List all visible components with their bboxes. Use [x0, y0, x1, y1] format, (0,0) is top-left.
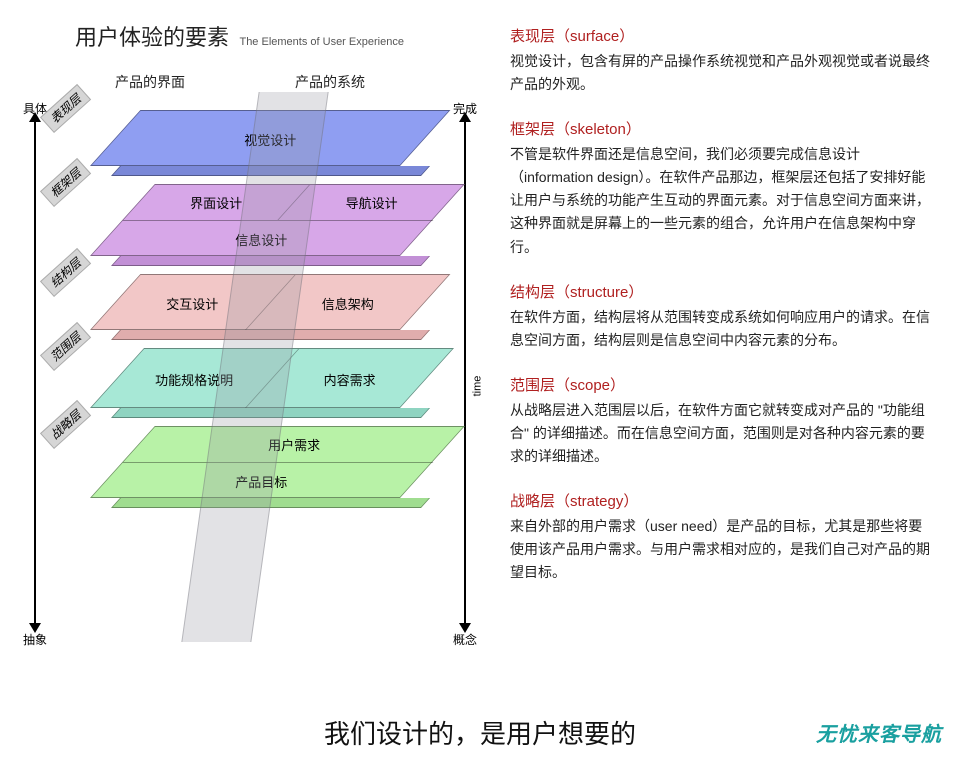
footer-brand: 无忧来客导航 — [816, 718, 942, 747]
layer: 框架层界面设计导航设计信息设计 — [60, 184, 440, 256]
cell-label: 视觉设计 — [115, 111, 425, 167]
layer: 结构层交互设计信息架构 — [60, 274, 440, 330]
section-body: 不管是软件界面还是信息空间，我们必须要完成信息设计（information de… — [510, 143, 935, 258]
layer-plane: 视觉设计 — [90, 110, 430, 166]
section-title: 框架层（skeleton） — [510, 118, 935, 139]
section: 框架层（skeleton） 不管是软件界面还是信息空间，我们必须要完成信息设计（i… — [510, 118, 935, 258]
cell-label: 界面设计 — [139, 185, 293, 220]
plane-cell: 视觉设计 — [90, 111, 450, 167]
plane-side — [111, 166, 430, 176]
layer: 战略层用户需求产品目标 — [60, 426, 440, 498]
plane-cell: 信息设计 — [90, 221, 432, 257]
section: 范围层（scope） 从战略层进入范围层以后，在软件方面它就转变成对产品的 "功能… — [510, 374, 935, 468]
layer: 范围层功能规格说明内容需求 — [60, 348, 440, 408]
axis-left-bottom: 抽象 — [20, 631, 50, 648]
axis-line — [464, 120, 466, 625]
axis-left: 具体 抽象 — [20, 100, 50, 630]
plane-side — [111, 256, 430, 266]
diagram-region: 具体 抽象 完成 概念 time 表现层视觉设计框架层界面设计导航设计信息设计结… — [20, 100, 480, 660]
layer-plane: 界面设计导航设计信息设计 — [90, 184, 430, 256]
plane-cell: 内容需求 — [245, 349, 454, 409]
title-row: 用户体验的要素 The Elements of User Experience — [75, 20, 480, 52]
plane-side — [111, 408, 430, 418]
plane-face: 交互设计信息架构 — [90, 274, 450, 330]
axis-right-bottom: 概念 — [450, 631, 480, 648]
cell-label: 信息设计 — [106, 221, 416, 257]
section-title: 范围层（scope） — [510, 374, 935, 395]
plane-face: 视觉设计 — [90, 110, 450, 166]
plane-cell: 产品目标 — [90, 463, 432, 499]
footer: 我们设计的，是用户想要的 无忧来客导航 — [0, 714, 960, 751]
plane-cell: 用户需求 — [123, 427, 465, 463]
plane-side — [111, 330, 430, 340]
section-title: 战略层（strategy） — [510, 490, 935, 511]
section: 结构层（structure） 在软件方面，结构层将从范围转变成系统如何响应用户的请… — [510, 281, 935, 352]
section-body: 视觉设计，包含有屏的产品操作系统视觉和产品外观视觉或者说最终产品的外观。 — [510, 50, 935, 96]
col-left: 产品的界面 — [115, 72, 185, 92]
plane-cell: 信息架构 — [245, 275, 450, 331]
section-body: 在软件方面，结构层将从范围转变成系统如何响应用户的请求。在信息空间方面，结构层则… — [510, 306, 935, 352]
cell-label: 内容需求 — [272, 349, 427, 409]
col-right: 产品的系统 — [295, 72, 365, 92]
layer-plane: 交互设计信息架构 — [90, 274, 430, 330]
cell-label: 导航设计 — [294, 185, 449, 220]
plane-face: 用户需求产品目标 — [90, 426, 465, 498]
diagram-panel: 用户体验的要素 The Elements of User Experience … — [0, 0, 490, 769]
axis-line — [34, 120, 36, 625]
layer-plane: 用户需求产品目标 — [90, 426, 430, 498]
section-body: 来自外部的用户需求（user need）是产品的目标，尤其是那些将要使用该产品用… — [510, 515, 935, 584]
axis-right: 完成 概念 time — [450, 100, 480, 630]
column-headers: 产品的界面 产品的系统 — [60, 72, 420, 92]
layer-plane: 功能规格说明内容需求 — [90, 348, 430, 408]
descriptions-panel: 表现层（surface） 视觉设计，包含有屏的产品操作系统视觉和产品外观视觉或者说… — [490, 0, 960, 769]
cell-label: 产品目标 — [106, 463, 416, 499]
cell-label: 信息架构 — [270, 275, 425, 331]
section-title: 结构层（structure） — [510, 281, 935, 302]
cell-label: 交互设计 — [115, 275, 269, 331]
section-body: 从战略层进入范围层以后，在软件方面它就转变成对产品的 "功能组合" 的详细描述。… — [510, 399, 935, 468]
layers-stack: 表现层视觉设计框架层界面设计导航设计信息设计结构层交互设计信息架构范围层功能规格… — [60, 110, 440, 516]
layer: 表现层视觉设计 — [60, 110, 440, 166]
section: 表现层（surface） 视觉设计，包含有屏的产品操作系统视觉和产品外观视觉或者说… — [510, 25, 935, 96]
section: 战略层（strategy） 来自外部的用户需求（user need）是产品的目标，… — [510, 490, 935, 584]
title-en: The Elements of User Experience — [239, 36, 403, 48]
title-cn: 用户体验的要素 — [75, 25, 229, 50]
cell-label: 功能规格说明 — [117, 349, 271, 409]
plane-cell: 导航设计 — [278, 185, 465, 221]
footer-main: 我们设计的，是用户想要的 — [324, 719, 636, 749]
cell-label: 用户需求 — [139, 427, 449, 462]
plane-face: 界面设计导航设计信息设计 — [90, 184, 465, 256]
time-label: time — [472, 376, 484, 397]
section-title: 表现层（surface） — [510, 25, 935, 46]
plane-face: 功能规格说明内容需求 — [90, 348, 454, 408]
plane-side — [111, 498, 430, 508]
